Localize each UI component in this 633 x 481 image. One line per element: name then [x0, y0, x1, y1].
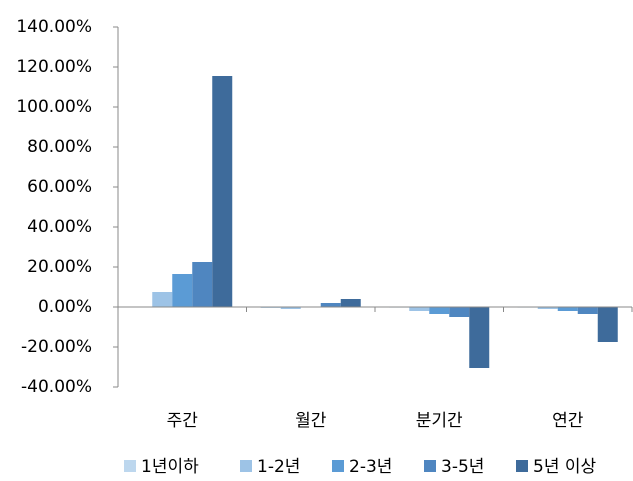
y-tick-label: 120.00% [16, 57, 92, 77]
x-tick-label: 연간 [552, 411, 584, 431]
bar [409, 307, 430, 311]
legend-label: 5년 이상 [533, 457, 596, 477]
x-tick-label: 분기간 [416, 411, 463, 431]
y-tick-label: 100.00% [16, 97, 92, 117]
y-tick-label: 20.00% [27, 257, 92, 277]
legend-swatch [240, 460, 252, 472]
bar [557, 307, 578, 311]
x-tick-label: 주간 [167, 411, 199, 431]
x-tick-label: 월간 [295, 411, 327, 431]
legend-swatch [124, 460, 136, 472]
y-tick-label: 60.00% [27, 177, 92, 197]
bar [429, 307, 450, 314]
bar [172, 274, 193, 307]
bar [537, 307, 558, 309]
bar [577, 307, 598, 314]
bar [192, 262, 213, 307]
legend-swatch [516, 460, 528, 472]
bar [320, 303, 341, 307]
legend-swatch [424, 460, 436, 472]
y-tick-label: 0.00% [38, 297, 92, 317]
legend-label: 1년이하 [141, 457, 199, 477]
bar [469, 307, 490, 368]
legend-label: 3-5년 [441, 457, 484, 477]
bar [449, 307, 470, 317]
y-tick-label: 80.00% [27, 137, 92, 157]
y-tick-label: -20.00% [21, 337, 92, 357]
legend-swatch [332, 460, 344, 472]
bar [212, 76, 233, 307]
y-tick-label: 140.00% [16, 17, 92, 37]
bar [280, 307, 301, 309]
bar [152, 292, 173, 307]
y-tick-label: -40.00% [21, 377, 92, 397]
y-tick-label: 40.00% [27, 217, 92, 237]
bar [340, 299, 361, 307]
bar [597, 307, 618, 342]
legend-label: 1-2년 [257, 457, 300, 477]
legend-label: 2-3년 [349, 457, 392, 477]
